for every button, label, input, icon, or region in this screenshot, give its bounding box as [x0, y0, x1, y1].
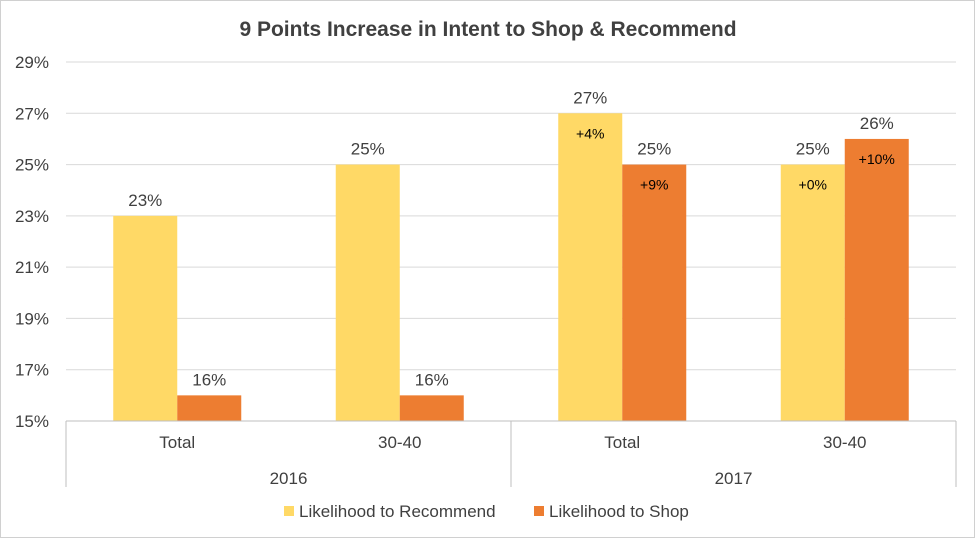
x-tick-label: Total	[159, 433, 195, 452]
data-label: 16%	[415, 370, 449, 389]
gridlines	[66, 61, 956, 371]
y-tick-label: 29%	[15, 53, 49, 72]
group-label: 2017	[715, 469, 753, 488]
bar	[335, 164, 400, 422]
y-tick-label: 21%	[15, 258, 49, 277]
bar	[844, 138, 909, 421]
y-tick-label: 27%	[15, 104, 49, 123]
bar	[399, 395, 464, 421]
bars	[113, 113, 909, 422]
x-tick-label: 30-40	[378, 433, 421, 452]
data-label: 23%	[128, 191, 162, 210]
bar	[558, 113, 623, 422]
bar	[177, 395, 242, 421]
bar	[622, 164, 687, 422]
delta-label: +0%	[799, 177, 827, 193]
chart-title: 9 Points Increase in Intent to Shop & Re…	[239, 18, 736, 41]
bar	[780, 164, 845, 422]
y-tick-label: 25%	[15, 156, 49, 175]
axes: 15% 17% 19% 21% 23% 25% 27% 29% Total 30-40 Total 3…	[15, 53, 957, 488]
data-label: 25%	[637, 140, 671, 159]
y-tick-label: 23%	[15, 207, 49, 226]
data-label: 16%	[192, 370, 226, 389]
y-tick-label: 19%	[15, 309, 49, 328]
data-labels: 23% 25% 27% +4% 25% +0% 16% 16% 25% +9% 26% +10%	[128, 88, 895, 389]
data-label: 25%	[796, 140, 830, 159]
group-label: 2016	[270, 469, 308, 488]
data-label: 27%	[573, 88, 607, 107]
y-tick-label: 15%	[15, 412, 49, 431]
legend: Likelihood to Recommend Likelihood to Sho…	[284, 502, 689, 521]
x-tick-label: 30-40	[823, 433, 866, 452]
legend-swatch	[534, 506, 544, 516]
delta-label: +9%	[640, 177, 668, 193]
bar	[113, 215, 178, 421]
legend-label: Likelihood to Recommend	[299, 502, 496, 521]
legend-swatch	[284, 506, 294, 516]
legend-label: Likelihood to Shop	[549, 502, 689, 521]
x-tick-label: Total	[604, 433, 640, 452]
delta-label: +4%	[576, 125, 604, 141]
delta-label: +10%	[859, 151, 895, 167]
y-tick-label: 17%	[15, 361, 49, 380]
data-label: 26%	[860, 114, 894, 133]
data-label: 25%	[351, 140, 385, 159]
